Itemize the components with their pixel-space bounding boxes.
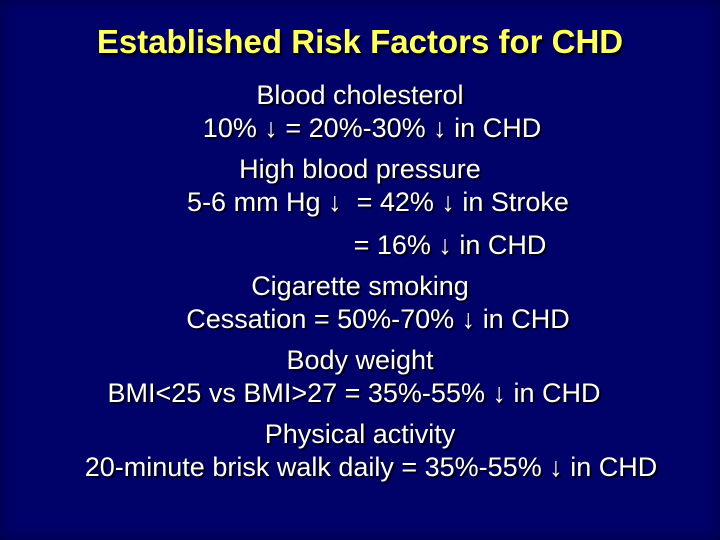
- section-body-weight: Body weight BMI<25 vs BMI>27 = 35%-55% ↓…: [0, 344, 720, 410]
- section-physical-activity: Physical activity 20-minute brisk walk d…: [0, 418, 720, 484]
- section-cigarette-smoking: Cigarette smoking Cessation = 50%-70% ↓ …: [0, 270, 720, 336]
- section-heading: Physical activity: [264, 419, 456, 449]
- section-heading: Cigarette smoking: [251, 271, 469, 301]
- section-line: = 16% ↓ in CHD: [353, 230, 547, 260]
- section-line: 20-minute brisk walk daily = 35%-55% ↓ i…: [84, 452, 658, 482]
- section-heading: Blood cholesterol: [256, 80, 464, 110]
- section-line: BMI<25 vs BMI>27 = 35%-55% ↓ in CHD: [107, 378, 601, 408]
- section-high-blood-pressure: High blood pressure 5-6 mm Hg ↓ = 42% ↓ …: [0, 153, 720, 262]
- slide-body: Blood cholesterol 10% ↓ = 20%-30% ↓ in C…: [0, 79, 720, 492]
- slide-title: Established Risk Factors for CHD: [96, 23, 624, 60]
- section-heading: Body weight: [286, 345, 434, 375]
- section-line: 5-6 mm Hg ↓ = 42% ↓ in Stroke: [187, 187, 569, 217]
- section-line: 10% ↓ = 20%-30% ↓ in CHD: [202, 113, 542, 143]
- section-blood-cholesterol: Blood cholesterol 10% ↓ = 20%-30% ↓ in C…: [0, 79, 720, 145]
- section-line: Cessation = 50%-70% ↓ in CHD: [186, 304, 570, 334]
- section-heading: High blood pressure: [239, 154, 481, 184]
